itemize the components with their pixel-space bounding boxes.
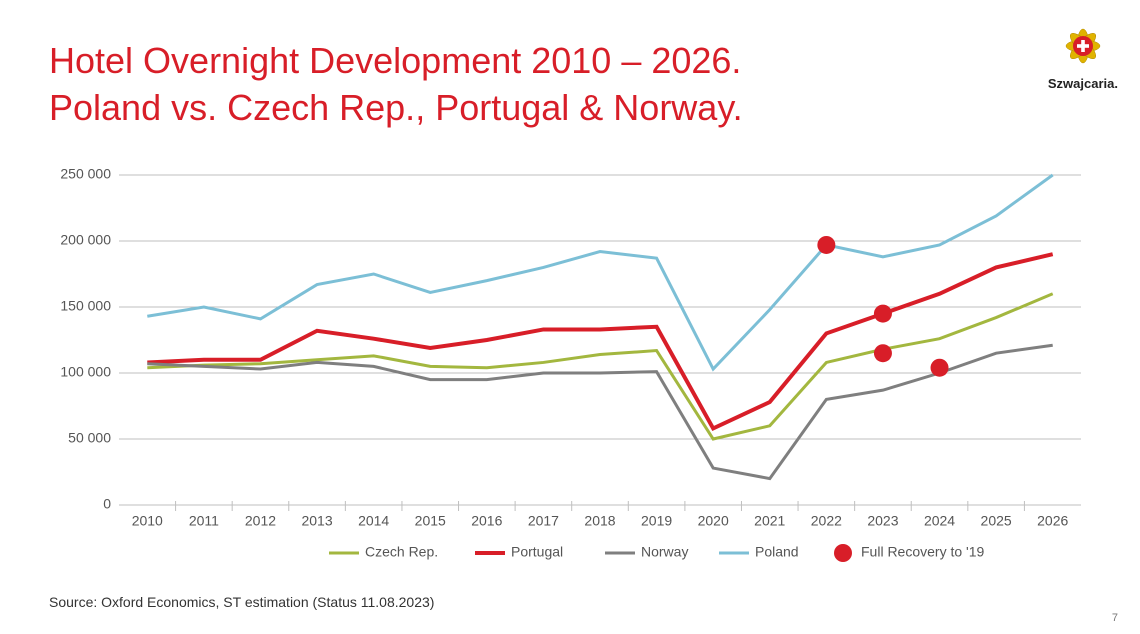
recovery-marker xyxy=(874,344,892,362)
page-title: Hotel Overnight Development 2010 – 2026.… xyxy=(49,38,743,132)
page-number: 7 xyxy=(1112,612,1118,624)
edelweiss-icon xyxy=(1055,18,1111,74)
overnight-chart: 0 50 000 100 000 150 000 200 000 250 000 2010… xyxy=(49,165,1091,575)
title-line-2: Poland vs. Czech Rep., Portugal & Norway… xyxy=(49,85,743,132)
ytick-label: 50 000 xyxy=(68,430,111,446)
legend-marker-icon xyxy=(834,544,852,562)
xtick-label: 2010 xyxy=(132,512,163,528)
ytick-label: 0 xyxy=(103,496,111,512)
ytick-label: 250 000 xyxy=(60,166,111,182)
xtick-label: 2012 xyxy=(245,512,276,528)
series-portugal xyxy=(147,254,1052,428)
recovery-marker xyxy=(817,236,835,254)
xtick-label: 2022 xyxy=(811,512,842,528)
ytick-label: 100 000 xyxy=(60,364,111,380)
legend-label: Full Recovery to '19 xyxy=(861,544,984,560)
ytick-label: 150 000 xyxy=(60,298,111,314)
xtick-label: 2014 xyxy=(358,512,389,528)
legend-label: Czech Rep. xyxy=(365,544,438,560)
recovery-marker xyxy=(874,305,892,323)
xtick-label: 2011 xyxy=(189,512,219,528)
xtick-label: 2023 xyxy=(867,512,898,528)
xtick-label: 2018 xyxy=(584,512,615,528)
recovery-marker xyxy=(931,359,949,377)
legend-label: Portugal xyxy=(511,544,563,560)
xtick-label: 2024 xyxy=(924,512,955,528)
ytick-label: 200 000 xyxy=(60,232,111,248)
legend-label: Poland xyxy=(755,544,799,560)
xtick-label: 2019 xyxy=(641,512,672,528)
series-norway xyxy=(147,345,1052,478)
series-poland xyxy=(147,175,1052,369)
title-line-1: Hotel Overnight Development 2010 – 2026. xyxy=(49,38,743,85)
xtick-label: 2016 xyxy=(471,512,502,528)
legend-label: Norway xyxy=(641,544,688,560)
chart-source: Source: Oxford Economics, ST estimation … xyxy=(49,594,434,610)
brand-logo: Szwajcaria. xyxy=(1048,18,1118,91)
xtick-label: 2015 xyxy=(415,512,446,528)
xtick-label: 2025 xyxy=(981,512,1012,528)
xtick-label: 2020 xyxy=(698,512,729,528)
xtick-label: 2013 xyxy=(301,512,332,528)
xtick-label: 2017 xyxy=(528,512,559,528)
xtick-label: 2021 xyxy=(754,512,785,528)
brand-label: Szwajcaria. xyxy=(1048,76,1118,91)
xtick-label: 2026 xyxy=(1037,512,1068,528)
